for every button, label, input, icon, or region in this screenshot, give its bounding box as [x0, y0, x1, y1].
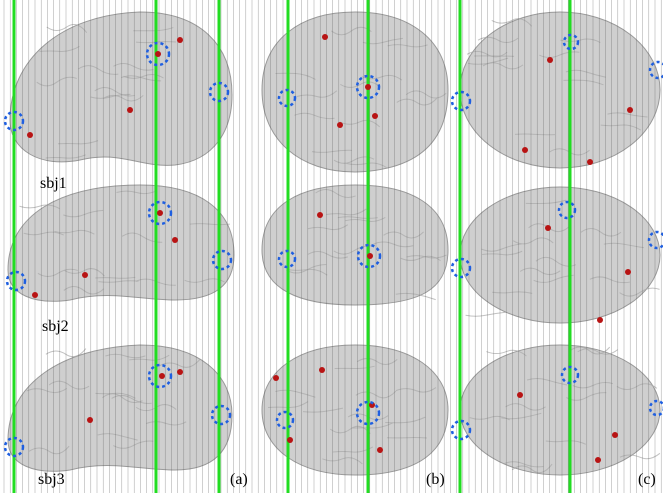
red-dot: [367, 253, 373, 259]
subject-label: sbj2: [42, 318, 69, 335]
red-dot: [372, 113, 378, 119]
red-dot: [82, 272, 88, 278]
red-dot: [595, 457, 601, 463]
red-dot: [159, 373, 165, 379]
panel-label: (b): [426, 471, 445, 488]
brain: [8, 185, 234, 301]
figure: sbj1 sbj2 sbj3 (a) (b) (c): [0, 0, 663, 493]
red-dot: [32, 292, 38, 298]
fold: [466, 312, 506, 316]
red-dot: [155, 51, 161, 57]
subject-label: sbj3: [38, 471, 65, 488]
panel-label: (a): [230, 471, 248, 488]
panel-label: (c): [638, 471, 656, 488]
red-dot: [522, 147, 528, 153]
red-dot: [377, 447, 383, 453]
red-dot: [287, 437, 293, 443]
red-dot: [87, 417, 93, 423]
red-dot: [322, 34, 328, 40]
red-dot: [172, 237, 178, 243]
red-dot: [319, 367, 325, 373]
brain: [262, 185, 448, 305]
red-dot: [177, 37, 183, 43]
red-dot: [273, 375, 279, 381]
red-dot: [547, 57, 553, 63]
red-dot: [157, 210, 163, 216]
subject-label: sbj1: [40, 175, 67, 192]
red-dot: [545, 225, 551, 231]
red-dot: [517, 392, 523, 398]
red-dot: [587, 159, 593, 165]
red-dot: [127, 107, 133, 113]
brain: [8, 345, 232, 471]
red-dot: [317, 212, 323, 218]
brain: [262, 345, 448, 475]
red-dot: [365, 84, 371, 90]
red-dot: [337, 122, 343, 128]
red-dot: [612, 432, 618, 438]
red-dot: [597, 317, 603, 323]
red-dot: [627, 107, 633, 113]
brain: [262, 12, 448, 172]
red-dot: [625, 269, 631, 275]
red-dot: [27, 132, 33, 138]
brain: [10, 12, 232, 165]
red-dot: [177, 369, 183, 375]
